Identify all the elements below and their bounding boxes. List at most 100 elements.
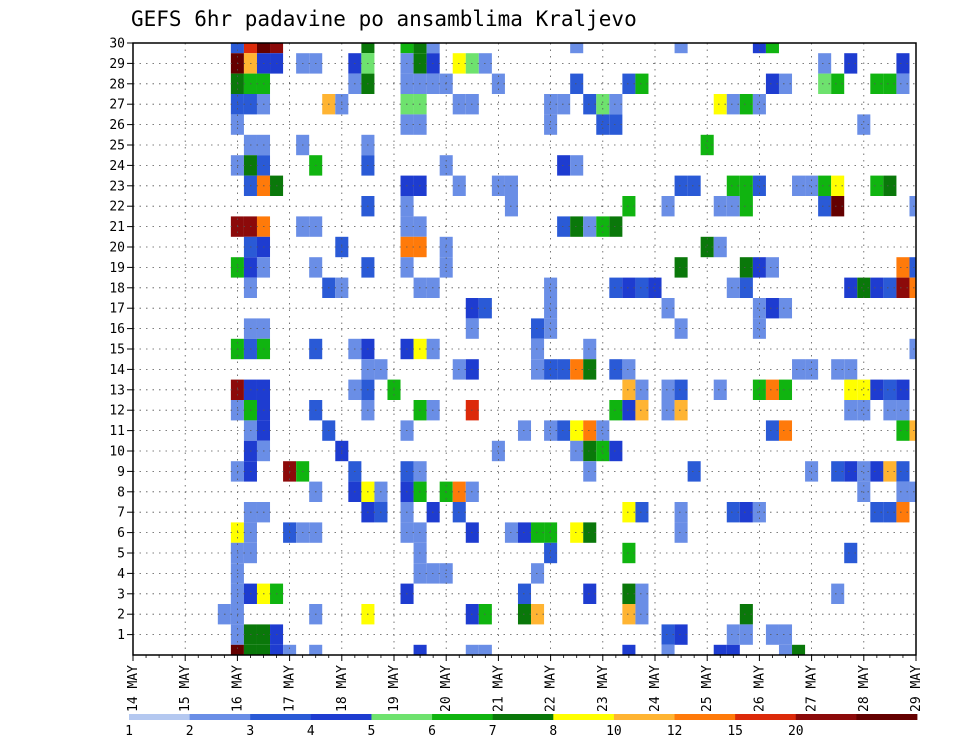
y-tick-label: 17 xyxy=(109,302,125,317)
heatmap-cell xyxy=(883,379,897,400)
heatmap-cell xyxy=(661,624,675,645)
heatmap-cell xyxy=(557,94,571,115)
heatmap-cell xyxy=(909,257,916,278)
heatmap-cell xyxy=(570,359,584,380)
heatmap-cell xyxy=(844,461,858,482)
heatmap-cell xyxy=(622,73,636,94)
heatmap-cell xyxy=(818,196,832,217)
heatmap-cell xyxy=(896,277,910,298)
y-tick-label: 11 xyxy=(109,424,125,439)
y-tick-label: 21 xyxy=(109,220,125,235)
heatmap-cell xyxy=(726,94,740,115)
heatmap-cell xyxy=(648,277,662,298)
heatmap-cell xyxy=(661,298,675,319)
y-tick-label: 29 xyxy=(109,57,125,72)
heatmap-cell xyxy=(544,522,558,543)
heatmap-cell xyxy=(765,43,779,54)
heatmap-cell xyxy=(883,277,897,298)
heatmap-cell xyxy=(622,277,636,298)
heatmap-cell xyxy=(413,43,427,54)
heatmap-cell xyxy=(831,359,845,380)
heatmap-cell xyxy=(726,175,740,196)
heatmap-cell xyxy=(596,440,610,462)
heatmap-cell xyxy=(909,196,916,217)
heatmap-cell xyxy=(270,644,284,655)
heatmap-cell xyxy=(570,522,584,543)
x-tick-label: 24 MAY xyxy=(648,665,663,712)
colorbar-segment xyxy=(371,714,433,720)
heatmap-cell xyxy=(752,298,766,319)
heatmap-cell xyxy=(583,94,597,115)
colorbar-segment xyxy=(310,714,372,720)
heatmap-cell xyxy=(609,277,623,298)
heatmap-cell xyxy=(752,43,766,54)
heatmap-cell xyxy=(831,583,845,604)
heatmap-cell xyxy=(765,379,779,400)
y-tick-label: 13 xyxy=(109,383,125,398)
heatmap-cell xyxy=(570,420,584,441)
x-tick-label: 16 MAY xyxy=(230,665,245,712)
heatmap-cell xyxy=(831,461,845,482)
heatmap-cell xyxy=(544,420,558,441)
heatmap-cell xyxy=(531,563,545,584)
heatmap-cell xyxy=(283,644,297,655)
x-tick-label: 28 MAY xyxy=(857,665,872,712)
y-tick-label: 26 xyxy=(109,118,125,133)
grid-lines xyxy=(133,42,916,655)
heatmap-cell xyxy=(674,624,688,645)
colorbar-segment xyxy=(250,714,312,720)
heatmap-cell xyxy=(609,400,623,421)
heatmap-cell xyxy=(870,175,884,196)
heatmap-cell xyxy=(531,318,545,339)
heatmap-cell xyxy=(739,94,753,115)
heatmap-cell xyxy=(726,624,740,645)
heatmap-cell xyxy=(752,257,766,278)
heatmap-cell xyxy=(752,318,766,339)
x-tick-label: 22 MAY xyxy=(544,665,559,712)
heatmap-cell xyxy=(583,461,597,482)
heatmap-cell xyxy=(635,277,649,298)
heatmap-cell xyxy=(739,175,753,196)
x-tick-label: 23 MAY xyxy=(596,665,611,712)
heatmap-cell xyxy=(570,73,584,94)
heatmap-cell xyxy=(726,196,740,217)
y-tick-label: 23 xyxy=(109,179,125,194)
colorbar-label: 6 xyxy=(428,724,436,739)
heatmap-cell xyxy=(583,440,597,462)
heatmap-cell xyxy=(583,216,597,237)
heatmap-cell xyxy=(778,420,793,441)
heatmap-cell xyxy=(270,43,284,54)
heatmap-cell xyxy=(557,359,571,380)
heatmap-cell xyxy=(557,216,571,237)
heatmap-cell xyxy=(844,379,858,400)
heatmap-cell xyxy=(844,400,858,421)
heatmap-cell xyxy=(909,338,916,360)
heatmap-cell xyxy=(765,298,779,319)
heatmap-cell xyxy=(622,400,636,421)
heatmap-cell xyxy=(739,277,753,298)
heatmap-cell xyxy=(818,53,832,74)
chart-title: GEFS 6hr padavine po ansamblima Kraljevo xyxy=(131,7,637,31)
heatmap-cell xyxy=(230,43,244,54)
heatmap-cell xyxy=(752,379,766,400)
heatmap-cell xyxy=(622,542,636,564)
heatmap-cell xyxy=(557,420,571,441)
heatmap-cell xyxy=(831,196,845,217)
heatmap-cell xyxy=(544,277,558,298)
colorbar-label: 7 xyxy=(489,724,497,739)
y-tick-label: 27 xyxy=(109,98,125,113)
heatmap-cell xyxy=(583,359,597,380)
heatmap-cell xyxy=(857,277,871,298)
heatmap-cell xyxy=(583,583,597,604)
heatmap-cell xyxy=(544,318,558,339)
heatmap-cell xyxy=(661,196,675,217)
heatmap-cell xyxy=(739,624,753,645)
heatmap-cell xyxy=(674,175,688,196)
heatmap-cell xyxy=(805,461,819,482)
heatmap-cell xyxy=(256,43,271,54)
x-tick-label: 26 MAY xyxy=(752,665,767,712)
y-tick-label: 22 xyxy=(109,200,125,215)
heatmap-cell xyxy=(805,175,819,196)
y-tick-label: 24 xyxy=(109,159,125,174)
